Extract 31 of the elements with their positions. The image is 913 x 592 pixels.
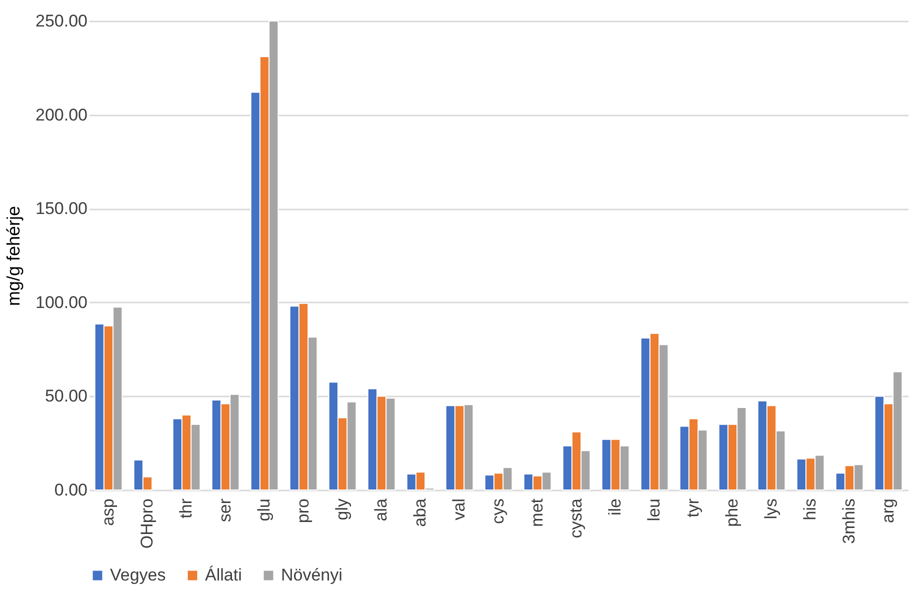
x-tick-label: phe [722,498,742,527]
x-tick-label: met [528,498,546,527]
y-tick-label: 150.00 [36,199,88,218]
y-tick-label: 100.00 [36,292,88,312]
x-tick-label: OHpro [138,498,156,549]
x-tick-label: ala [372,498,390,522]
x-tick-label: 3mhis [840,498,858,544]
y-tick-label: 0.00 [54,480,88,500]
x-tick-label: thr [176,498,196,518]
y-tick-label: 50.00 [44,386,88,406]
x-tick-label: asp [98,498,118,526]
x-tick-label: arg [878,498,898,524]
x-tick-label: his [800,498,820,520]
x-tick-label: tyr [684,498,702,518]
x-tick-label: glu [254,498,274,522]
x-tick-label: lys [762,498,780,520]
x-tick-label: aba [410,498,430,527]
x-tick-label: leu [644,498,664,522]
x-tick-label: pro [294,498,312,524]
x-tick-label: ser [216,498,234,522]
x-tick-label: gly [332,498,352,520]
x-tick-label: val [450,498,468,520]
legend-label: Vegyes [110,566,166,585]
y-tick-label: 250.00 [36,12,88,30]
x-tick-label: ile [606,498,624,516]
legend-label: Növényi [281,566,342,585]
x-tick-label: cys [488,498,508,524]
x-tick-label: cysta [566,498,586,538]
legend-label: Állati [205,566,242,585]
y-tick-label: 200.00 [36,105,88,124]
y-axis-title: mg/g fehérje [4,206,24,306]
